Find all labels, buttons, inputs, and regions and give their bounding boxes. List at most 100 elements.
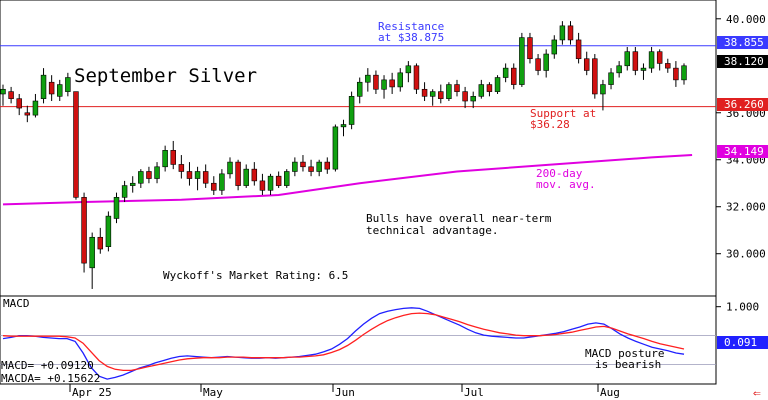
candle-body [105, 215, 112, 247]
candle-body [348, 96, 355, 125]
candle-body [202, 171, 209, 184]
candle-body [324, 161, 331, 170]
candle-body [178, 164, 185, 172]
candle-body [97, 236, 104, 250]
candle-body [113, 197, 120, 219]
bulls-annotation-2: technical advantage. [366, 224, 498, 237]
candle-body [235, 161, 241, 186]
x-tick-label: Aug [600, 386, 620, 399]
candle-body [227, 161, 233, 175]
candle-body [583, 58, 590, 71]
candle-body [48, 81, 55, 95]
y-tick-label: 40.000 [726, 13, 766, 26]
candle-body [284, 171, 290, 186]
candle-body [600, 84, 606, 95]
candle-body [438, 91, 444, 99]
candle-body [519, 37, 525, 85]
candle-body [486, 84, 493, 92]
candle-body [0, 88, 6, 95]
candle-body [259, 180, 266, 191]
macd-series-macd [2, 307, 685, 380]
candle-body [275, 175, 282, 186]
candle-body [356, 81, 363, 97]
candle-body [373, 74, 379, 90]
candle-body [162, 150, 168, 168]
sma-tag: 34.149 [724, 145, 764, 158]
candle-body [194, 171, 201, 179]
candle-body [446, 84, 452, 99]
y-tick-label: 30.000 [726, 248, 766, 261]
candle-body [462, 91, 468, 102]
candle-body [251, 168, 258, 182]
candle-body [478, 84, 485, 97]
candle-body [640, 67, 647, 71]
x-tick-label: Jun [335, 386, 355, 399]
candle-body [535, 58, 541, 71]
candle-body [81, 197, 87, 264]
x-tick-label: Apr 25 [72, 386, 112, 399]
resistance-tag: 38.855 [724, 36, 764, 49]
macd-series-macda [2, 312, 685, 372]
candle-body [219, 173, 225, 191]
last-price-tag: 38.120 [724, 55, 764, 68]
macd-note: MACD posture [585, 347, 664, 360]
candle-body [454, 84, 460, 92]
resistance-label-2: at $38.875 [378, 31, 444, 44]
candle-body [632, 51, 639, 71]
candle-body [129, 182, 136, 186]
candle-body [292, 161, 298, 172]
candle-body [494, 77, 501, 92]
y-tick-label: 32.000 [726, 201, 766, 214]
candle-body [575, 39, 582, 60]
candle-body [470, 96, 476, 102]
candle-body [243, 168, 249, 186]
candle-body [511, 67, 517, 85]
candle-body [673, 67, 679, 81]
candle-body [138, 171, 144, 184]
candle-body [170, 150, 176, 165]
x-axis: Apr 25 May Jun Jul Aug [0, 383, 716, 399]
candle-body [559, 25, 566, 41]
candle-body [551, 39, 558, 55]
candle-body [405, 65, 412, 74]
price-panel-frame [0, 0, 717, 297]
candle-body [429, 91, 436, 97]
candle-body [121, 185, 128, 198]
support-label-2: $36.28 [530, 118, 570, 131]
chart-title: September Silver [74, 65, 257, 87]
candle-body [389, 79, 395, 88]
macd-readout: MACD= +0.09120 [1, 359, 94, 372]
candle-body [543, 53, 549, 71]
candle-body [186, 171, 193, 179]
candle-body [73, 91, 79, 198]
candle-body [300, 161, 306, 168]
macda-readout: MACDA= +0.15622 [1, 372, 100, 385]
candle-body [365, 74, 371, 83]
bulls-annotation: Bulls have overall near-term [366, 212, 552, 225]
candle-body [592, 58, 598, 95]
x-tick-label: Jul [464, 386, 484, 399]
support-tag: 36.260 [724, 98, 764, 111]
candle-body [567, 25, 574, 41]
candle-body [502, 67, 509, 78]
macd-tag-box [717, 336, 768, 349]
sma-label-2: mov. avg. [536, 178, 596, 191]
macd-title: MACD [3, 297, 30, 310]
candle-body [681, 65, 687, 81]
candle-body [40, 74, 47, 99]
candle-body [211, 182, 217, 191]
candle-body [154, 166, 160, 179]
scroll-left-arrow[interactable]: ⇐ [753, 386, 761, 400]
sma-tag-box [717, 145, 768, 158]
candle-body [332, 126, 339, 170]
candle-body [89, 236, 95, 269]
candle-body [316, 161, 322, 172]
candle-body [24, 112, 31, 116]
candle-body [608, 72, 614, 85]
candle-body [616, 65, 622, 74]
candle-body [32, 100, 39, 116]
resistance-tag-box [717, 36, 768, 49]
macd-layer: 1.000 [0, 301, 759, 380]
